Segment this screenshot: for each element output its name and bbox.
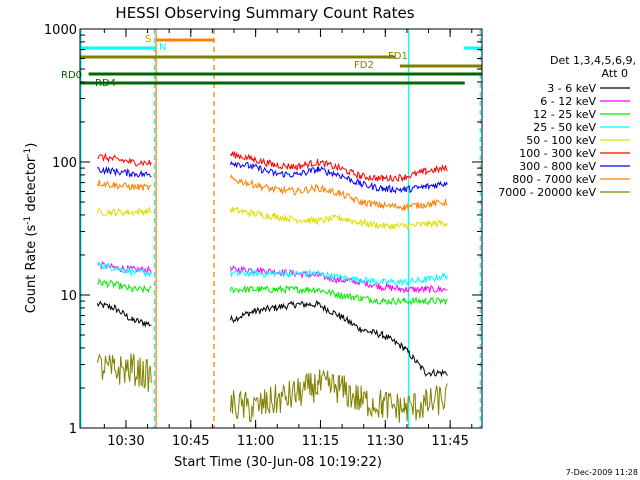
y-axis-label: Count Rate (s-1 detector-1) [23,143,39,314]
x-tick-label-3: 11:15 [302,434,339,449]
legend-label-50-100-kev: 50 - 100 keV [526,134,596,147]
series-line-6-12-kev-0-0 [97,260,152,275]
series-line-50-100-kev-0-1 [229,206,448,231]
legend-label-100-300-kev: 100 - 300 keV [519,147,596,160]
series-line-300-800-kev-0-1 [229,160,448,194]
flag-label-rd4: RD4 [95,78,116,89]
series-line-800-7000-kev-0-1 [229,174,448,212]
legend-label-25-50-kev: 25 - 50 keV [533,121,596,134]
series-line-800-7000-kev-0-0 [96,180,152,191]
plot-frame [79,28,483,429]
axis-ticks: 10:30 10:45 11:00 11:15 11:30 11:45 1 10 100 1000 [44,23,482,449]
series-line-3-6-kev-0-0 [96,300,152,328]
series-line-300-800-kev-0-0 [97,165,152,179]
y-axis-label-end: ) [24,143,39,148]
chart-title: HESSI Observing Summary Count Rates [115,4,414,22]
legend-label-6-12-kev: 6 - 12 keV [540,95,596,108]
series-line-7000-20000-kev-0-1 [229,369,448,423]
flag-label-n: N [159,42,166,53]
y-axis-label-sup1: -1 [23,216,33,225]
legend-header-line-2: Att 0 [602,67,628,80]
legend-label-3-6-kev: 3 - 6 keV [547,82,596,95]
series-line-100-300-kev-0-1 [229,150,448,183]
series-line-12-25-kev-0-0 [97,278,152,294]
flag-bars: SN FD1 FD2 RD0 RD4 [61,34,482,89]
flag-label-rd0: RD0 [61,70,82,81]
series-line-12-25-kev-0-1 [229,284,448,307]
x-tick-label-2: 11:00 [237,434,274,449]
y-tick-label-2: 100 [52,156,77,171]
y-axis-label-main: Count Rate (s [24,225,39,314]
legend-label-12-25-kev: 12 - 25 keV [533,108,596,121]
flag-label-s: S [145,34,151,45]
y-tick-label-3: 1000 [44,23,77,38]
legend-header-line-1: Det 1,3,4,5,6,9, [550,54,636,67]
flag-label-fd1: FD1 [388,51,408,62]
series-line-50-100-kev-0-0 [96,205,152,217]
x-axis-label: Start Time (30-Jun-08 10:19:22) [174,455,382,470]
x-tick-label-1: 10:45 [172,434,209,449]
legend-label-300-800-kev: 300 - 800 keV [519,160,596,173]
legend-label-7000-20000-kev: 7000 - 20000 keV [498,186,596,199]
x-tick-label-0: 10:30 [107,434,144,449]
x-tick-label-5: 11:45 [431,434,468,449]
series-line-7000-20000-kev-0-0 [96,353,152,392]
flag-label-fd2: FD2 [354,60,374,71]
y-axis-label-mid: detector [24,156,39,216]
footer-date: 7-Dec-2009 11:28 [566,468,638,477]
series-line-3-6-kev-0-1 [229,299,448,378]
series-line-25-50-kev-0-0 [96,261,152,279]
x-tick-label-4: 11:30 [367,434,404,449]
series-line-25-50-kev-0-1 [229,268,448,287]
y-axis-label-sup2: -1 [23,148,33,157]
series-layer [96,150,448,423]
y-tick-label-1: 10 [60,289,77,304]
y-tick-label-0: 1 [69,422,77,437]
series-line-100-300-kev-0-0 [97,152,152,167]
legend-label-800-7000-kev: 800 - 7000 keV [512,173,596,186]
